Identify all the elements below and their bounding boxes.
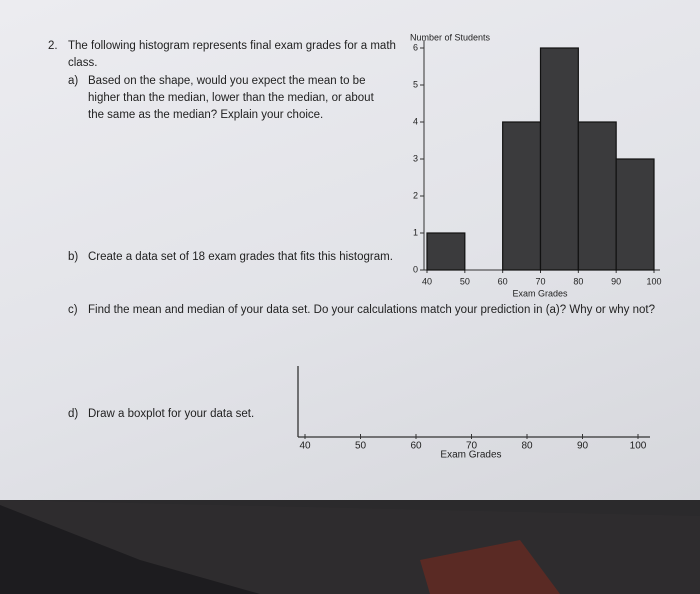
bar <box>577 121 617 271</box>
y-tick-label: 3 <box>413 153 418 163</box>
part-label: a) <box>68 75 79 87</box>
y-tick-label: 4 <box>413 116 418 126</box>
x-tick-label: 60 <box>498 276 508 286</box>
part-text: Draw a boxplot for your data set. <box>88 408 255 420</box>
x-tick-label: 50 <box>460 276 470 286</box>
bar <box>539 47 579 271</box>
y-tick-label: 5 <box>413 79 418 89</box>
boxplot-tick-label: 60 <box>410 441 422 452</box>
part-c: c) Find the mean and median of your data… <box>68 302 688 322</box>
part-label: d) <box>68 408 79 420</box>
question-text: The following histogram represents final… <box>68 40 396 69</box>
part-text: Find the mean and median of your data se… <box>88 304 655 316</box>
question-intro: 2. The following histogram represents fi… <box>48 38 418 78</box>
boxplot-tick-label: 40 <box>299 441 311 452</box>
boxplot-tick-label: 50 <box>355 441 367 452</box>
part-b: b) Create a data set of 18 exam grades t… <box>68 249 408 269</box>
part-a: a) Based on the shape, would you expect … <box>68 73 398 133</box>
y-axis-label: Number of Students <box>410 32 491 42</box>
boxplot-axis-label: Exam Grades <box>440 450 501 461</box>
boxplot-tick-label: 80 <box>521 441 533 452</box>
part-label: b) <box>68 251 79 263</box>
question-number: 2. <box>48 40 58 52</box>
part-text: Based on the shape, would you expect the… <box>88 75 374 121</box>
part-text: Create a data set of 18 exam grades that… <box>88 251 393 263</box>
x-tick-label: 40 <box>422 276 432 286</box>
bar <box>502 121 542 271</box>
bar <box>615 158 655 271</box>
x-tick-label: 90 <box>611 276 621 286</box>
y-tick-label: 2 <box>413 190 418 200</box>
boxplot-tick-label: 70 <box>466 441 478 452</box>
x-tick-label: 80 <box>573 276 583 286</box>
y-tick-label: 1 <box>413 227 418 237</box>
part-label: c) <box>68 304 78 316</box>
boxplot-tick-label: 90 <box>577 441 589 452</box>
y-tick-label: 6 <box>413 42 418 52</box>
x-axis-label: Exam Grades <box>512 288 568 298</box>
x-tick-label: 70 <box>535 276 545 286</box>
y-tick-label: 0 <box>413 264 418 274</box>
boxplot-tick-label: 100 <box>630 441 647 452</box>
bar <box>426 232 466 271</box>
part-d: d) Draw a boxplot for your data set. <box>68 406 288 426</box>
x-tick-label: 100 <box>646 276 661 286</box>
